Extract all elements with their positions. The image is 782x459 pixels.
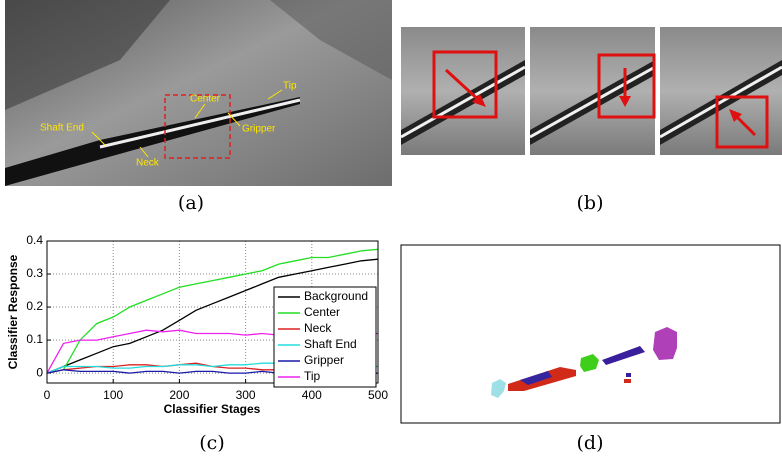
legend-label: Center [304, 305, 340, 319]
x-tick-label: 200 [169, 388, 189, 402]
caption: (d) [577, 432, 604, 454]
y-tick-label: 0.4 [26, 233, 43, 247]
figure: Tip Center Gripper Shaft End Neck (a) [0, 0, 782, 459]
caption: (c) [199, 432, 224, 454]
figure-canvas: Tip Center Gripper Shaft End Neck (a) [0, 0, 782, 459]
legend-label: Neck [304, 321, 332, 335]
x-tick-label: 0 [44, 388, 51, 402]
blob [626, 373, 631, 377]
caption: (a) [178, 192, 204, 214]
x-tick-label: 400 [302, 388, 322, 402]
legend-label: Gripper [304, 353, 344, 367]
x-tick-label: 300 [236, 388, 256, 402]
part-label: Center [190, 94, 221, 105]
crop [660, 27, 782, 155]
legend-label: Background [304, 289, 368, 303]
part-label: Tip [283, 81, 297, 92]
y-tick-label: 0.2 [26, 299, 43, 313]
legend-label: Shaft End [304, 337, 357, 351]
panel-a: Tip Center Gripper Shaft End Neck (a) [5, 0, 392, 214]
panel-d: (d) [401, 245, 780, 454]
panel-b: (b) [401, 27, 782, 214]
y-axis-label: Classifier Response [6, 254, 20, 369]
part-label: Shaft End [40, 123, 84, 134]
panel-c: Classifier Stages Classifier Response (c… [6, 233, 388, 454]
x-tick-label: 100 [103, 388, 123, 402]
segmentation-frame [401, 245, 780, 423]
blob [624, 379, 631, 383]
part-label: Gripper [242, 124, 276, 135]
y-tick-label: 0 [36, 365, 43, 379]
blob [653, 327, 677, 360]
x-axis-label: Classifier Stages [164, 402, 261, 416]
y-tick-label: 0.1 [26, 332, 43, 346]
crop [401, 27, 525, 155]
part-label: Neck [136, 158, 160, 169]
caption: (b) [577, 192, 604, 214]
y-tick-label: 0.3 [26, 266, 43, 280]
x-tick-label: 500 [368, 388, 388, 402]
crop [530, 27, 655, 155]
legend-label: Tip [304, 369, 321, 383]
